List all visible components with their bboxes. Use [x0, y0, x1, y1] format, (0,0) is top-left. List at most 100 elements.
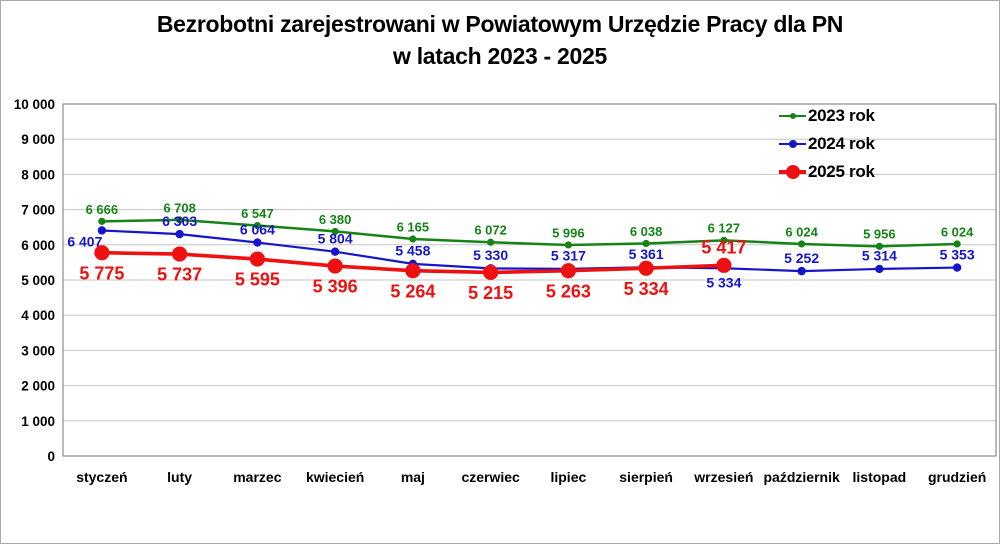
x-tick-label: luty — [167, 469, 192, 485]
x-tick-label: styczeń — [76, 469, 127, 485]
data-point — [253, 238, 262, 247]
data-label: 6 038 — [630, 224, 663, 239]
chart-title: Bezrobotni zarejestrowani w Powiatowym U… — [1, 8, 999, 72]
legend-line-sample-2024 — [779, 140, 806, 148]
x-tick-label: grudzień — [928, 469, 986, 485]
data-label: 6 064 — [240, 221, 275, 237]
legend-marker-2025 — [785, 165, 800, 179]
data-label: 6 303 — [162, 213, 197, 229]
data-label: 6 407 — [67, 234, 102, 250]
data-point — [327, 258, 343, 274]
y-tick-label: 10 000 — [14, 97, 55, 112]
data-label: 6 024 — [941, 224, 974, 239]
data-label: 5 334 — [624, 279, 669, 299]
legend-marker-2024 — [788, 140, 797, 148]
data-point — [97, 226, 107, 235]
y-tick-label: 1 000 — [21, 414, 55, 429]
chart-title-line1: Bezrobotni zarejestrowani w Powiatowym U… — [156, 11, 844, 37]
data-point — [953, 240, 961, 248]
data-point — [330, 247, 340, 256]
data-point — [798, 240, 806, 248]
data-point — [564, 241, 572, 249]
data-label: 5 775 — [79, 263, 124, 283]
y-tick-label: 0 — [47, 449, 55, 464]
legend-item-2025: 2025 rok — [779, 158, 875, 186]
x-tick-label: kwiecień — [306, 469, 364, 485]
data-point — [94, 245, 110, 261]
data-label: 5 804 — [318, 230, 353, 246]
legend-marker-2023 — [789, 113, 796, 119]
data-label: 6 380 — [319, 212, 352, 227]
data-point — [952, 263, 962, 272]
x-tick-label: lipiec — [550, 469, 586, 485]
data-point — [331, 227, 339, 236]
data-label: 5 317 — [551, 248, 586, 264]
data-point — [638, 260, 654, 276]
data-label: 5 330 — [473, 247, 508, 263]
x-tick-label: marzec — [233, 469, 281, 485]
y-tick-label: 3 000 — [21, 343, 55, 358]
y-tick-label: 7 000 — [21, 203, 55, 218]
data-label: 6 547 — [241, 206, 274, 221]
x-tick-label: sierpień — [619, 469, 673, 485]
data-label: 5 263 — [546, 281, 591, 301]
y-tick-label: 6 000 — [21, 238, 55, 253]
data-label: 6 072 — [474, 223, 507, 238]
x-tick-label: listopad — [853, 469, 907, 485]
data-point — [642, 239, 650, 248]
chart-title-line2: w latach 2023 - 2025 — [393, 43, 607, 69]
data-label: 5 458 — [395, 243, 430, 259]
data-label: 5 353 — [940, 246, 975, 262]
data-label: 5 595 — [235, 270, 280, 290]
data-label: 6 024 — [785, 224, 818, 239]
data-point — [409, 235, 417, 243]
data-label: 5 314 — [862, 248, 897, 264]
data-point — [176, 216, 184, 224]
legend-label-2025: 2025 rok — [808, 162, 875, 181]
data-point — [405, 263, 421, 279]
legend: 2023 rok 2024 rok 2025 rok — [779, 102, 875, 186]
data-point — [720, 236, 728, 244]
y-tick-label: 8 000 — [21, 167, 55, 182]
legend-line-sample-2025 — [779, 165, 806, 179]
data-label: 6 127 — [708, 221, 741, 236]
legend-item-2024: 2024 rok — [779, 130, 875, 158]
data-point — [875, 264, 884, 274]
data-label: 6 708 — [163, 200, 196, 215]
data-label: 5 737 — [157, 265, 202, 285]
x-tick-label: październik — [764, 469, 840, 485]
legend-item-2023: 2023 rok — [779, 102, 875, 130]
data-point — [172, 246, 188, 262]
data-label: 5 396 — [313, 277, 358, 297]
data-point — [175, 229, 184, 239]
data-point — [249, 251, 265, 267]
data-label: 5 215 — [468, 283, 513, 303]
data-point — [253, 221, 261, 230]
x-tick-label: maj — [401, 469, 425, 485]
data-label: 5 334 — [706, 274, 741, 290]
y-tick-label: 4 000 — [21, 308, 55, 323]
legend-label-2023: 2023 rok — [808, 106, 875, 125]
series-line-2024-rok — [100, 229, 959, 273]
y-tick-label: 2 000 — [21, 379, 55, 394]
legend-line-sample-2023 — [779, 113, 806, 119]
legend-label-2024: 2024 rok — [808, 134, 875, 153]
x-tick-label: czerwiec — [461, 469, 520, 485]
series-line-2023-rok — [100, 218, 959, 248]
data-label: 5 252 — [784, 250, 819, 266]
data-point — [797, 266, 806, 276]
x-tick-label: wrzesień — [693, 469, 753, 485]
data-point — [560, 263, 576, 279]
data-label: 5 956 — [863, 227, 896, 242]
data-label: 6 165 — [397, 219, 430, 234]
data-point — [483, 264, 499, 281]
plot-border — [62, 103, 997, 457]
data-label: 5 264 — [390, 281, 435, 301]
data-label: 5 417 — [701, 238, 746, 258]
data-point — [98, 217, 106, 225]
data-label: 6 666 — [86, 202, 119, 217]
data-point — [487, 238, 495, 246]
y-tick-label: 5 000 — [21, 273, 55, 288]
